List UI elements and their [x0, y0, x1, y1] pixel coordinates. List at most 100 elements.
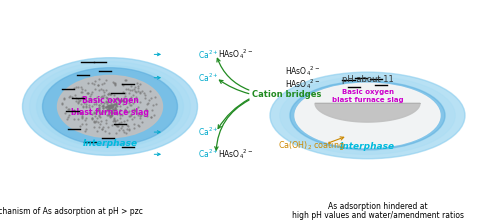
Point	[106, 105, 114, 109]
Point	[102, 100, 110, 103]
Point	[111, 119, 119, 123]
Point	[70, 108, 78, 111]
Point	[104, 114, 112, 117]
Point	[108, 114, 116, 118]
Point	[108, 103, 116, 106]
Point	[124, 87, 132, 91]
Point	[117, 127, 125, 130]
Point	[108, 113, 116, 117]
Point	[126, 101, 134, 105]
Point	[134, 123, 142, 127]
Point	[90, 102, 98, 105]
Point	[92, 100, 100, 103]
Point	[104, 92, 112, 96]
Point	[110, 102, 118, 106]
Point	[95, 88, 103, 92]
Point	[106, 105, 114, 108]
Point	[120, 120, 128, 123]
Point	[112, 101, 120, 104]
Point	[64, 113, 72, 117]
Point	[106, 115, 114, 118]
Point	[96, 77, 104, 81]
Point	[96, 113, 104, 117]
Text: Basic oxygen
blast furnace slag: Basic oxygen blast furnace slag	[332, 89, 404, 103]
Point	[120, 109, 128, 113]
Point	[110, 99, 118, 103]
Point	[98, 104, 106, 108]
Point	[101, 105, 109, 109]
Text: HAsO$_4$$^{2-}$: HAsO$_4$$^{2-}$	[285, 77, 320, 91]
Point	[140, 96, 148, 100]
Point	[111, 106, 119, 109]
Point	[124, 124, 132, 127]
Point	[91, 79, 99, 83]
Point	[91, 98, 99, 101]
Point	[82, 105, 90, 109]
Point	[96, 103, 104, 107]
Point	[152, 95, 160, 99]
Point	[78, 90, 86, 93]
Point	[130, 109, 138, 112]
Point	[134, 89, 142, 93]
Point	[122, 78, 130, 82]
Point	[112, 102, 120, 105]
Point	[107, 113, 115, 116]
Point	[99, 126, 107, 129]
Point	[105, 106, 113, 110]
Point	[110, 116, 118, 120]
Point	[94, 103, 102, 107]
Point	[112, 103, 120, 106]
Point	[126, 127, 134, 131]
Point	[86, 110, 94, 114]
Point	[130, 115, 138, 119]
Point	[150, 113, 158, 117]
Point	[76, 111, 84, 115]
Point	[78, 95, 86, 99]
Point	[119, 99, 127, 103]
Point	[109, 107, 117, 111]
Point	[92, 119, 100, 123]
Point	[106, 101, 114, 105]
Point	[93, 117, 101, 120]
Point	[114, 125, 122, 128]
Point	[85, 111, 93, 114]
Point	[126, 97, 134, 100]
Point	[94, 120, 102, 124]
Point	[110, 99, 118, 103]
Point	[65, 95, 73, 99]
Point	[84, 99, 92, 103]
Point	[106, 104, 114, 108]
Point	[120, 99, 128, 103]
Point	[110, 118, 118, 122]
Point	[140, 113, 148, 117]
Point	[104, 107, 112, 110]
Point	[108, 105, 116, 108]
Point	[110, 110, 118, 113]
Text: HAsO$_4$$^{2-}$: HAsO$_4$$^{2-}$	[218, 48, 252, 61]
Point	[108, 105, 116, 109]
Point	[87, 97, 95, 101]
Point	[84, 81, 92, 84]
Point	[126, 103, 134, 107]
Point	[118, 102, 126, 105]
Point	[138, 120, 146, 124]
Point	[117, 120, 125, 124]
Point	[125, 91, 133, 95]
Point	[90, 111, 98, 115]
Point	[124, 114, 132, 117]
Text: Ca(OH)$_2$ coating: Ca(OH)$_2$ coating	[278, 139, 344, 152]
Text: high pH values and water/amendment ratios: high pH values and water/amendment ratio…	[292, 211, 464, 220]
Point	[58, 102, 66, 106]
Point	[116, 104, 124, 107]
Point	[100, 101, 108, 105]
Point	[100, 93, 108, 97]
Point	[85, 97, 93, 101]
Point	[112, 104, 120, 107]
Point	[106, 106, 114, 109]
Point	[115, 128, 123, 132]
Point	[102, 95, 110, 99]
Point	[106, 105, 114, 108]
Polygon shape	[315, 103, 420, 122]
Point	[96, 122, 104, 126]
Point	[142, 109, 150, 112]
